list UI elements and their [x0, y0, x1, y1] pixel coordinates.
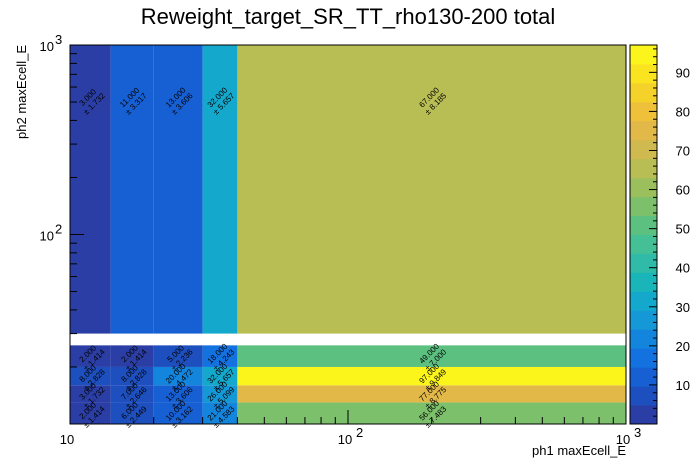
palette-tick-label: 90 [676, 65, 690, 80]
palette-swatch [630, 367, 657, 387]
palette-swatch [630, 215, 657, 235]
heatmap-cell [153, 385, 203, 403]
palette-tick-label: 80 [676, 104, 690, 119]
palette-tick-label: 40 [676, 261, 690, 276]
palette-tick-label: 70 [676, 143, 690, 158]
heatmap-cell [153, 402, 203, 424]
palette-tick-label: 30 [676, 300, 690, 315]
heatmap-cell [110, 45, 154, 334]
y-tick-exponent: 2 [55, 222, 62, 237]
heatmap-cell [202, 366, 238, 386]
palette-swatch [630, 45, 657, 65]
heatmap-cell [202, 345, 238, 367]
x-tick-exponent: 2 [356, 425, 363, 440]
heatmap-cell [110, 366, 154, 386]
palette-swatch [630, 348, 657, 368]
palette-swatch [630, 101, 657, 122]
y-axis-label: ph2 maxEcell_E [14, 45, 29, 139]
color-palette: 10 20 30 40 50 60 70 80 90 [629, 44, 690, 425]
heatmap-cell [237, 402, 626, 424]
palette-swatch [630, 405, 657, 425]
palette-tick-label: 10 [676, 378, 690, 393]
heatmap-cell [110, 385, 154, 403]
palette-swatch [630, 82, 657, 103]
heatmap-cell [237, 345, 626, 367]
heatmap-cell [237, 385, 626, 403]
heatmap-cell [70, 385, 111, 403]
x-axis-label: ph1 maxEcell_E [532, 443, 626, 458]
heatmap-cell [153, 45, 203, 334]
palette-swatch [630, 63, 657, 84]
heatmap-cells [70, 45, 626, 424]
palette-swatch [630, 234, 657, 254]
x-tick-label: 10 [338, 432, 352, 447]
heatmap-cell [153, 345, 203, 367]
palette-tick-label: 20 [676, 339, 690, 354]
heatmap-cell [202, 402, 238, 424]
heatmap-cell [70, 45, 111, 334]
palette-tick-label: 50 [676, 222, 690, 237]
heatmap-cell [110, 345, 154, 367]
y-tick-exponent: 3 [55, 32, 62, 47]
heatmap-cell [70, 402, 111, 424]
x-tick-label: 10 [60, 432, 74, 447]
palette-swatch [630, 291, 657, 311]
palette-swatch [630, 139, 657, 160]
x-tick-label: 10 [616, 432, 630, 447]
x-axis-ticks: 10 10 2 10 3 [60, 410, 641, 447]
heatmap-cell [202, 385, 238, 403]
y-tick-label: 10 [40, 39, 54, 54]
y-tick-label: 10 [40, 229, 54, 244]
palette-swatch [630, 329, 657, 349]
heatmap-cell [237, 45, 626, 334]
palette-swatch [630, 386, 657, 406]
palette-swatch [630, 196, 657, 217]
palette-swatch [630, 253, 657, 273]
palette-tick-label: 60 [676, 183, 690, 198]
heatmap-cell [70, 366, 111, 386]
palette-swatch [630, 310, 657, 330]
chart-title: Reweight_target_SR_TT_rho130-200 total [141, 4, 556, 29]
palette-swatch [630, 177, 657, 198]
palette-swatch [630, 120, 657, 141]
heatmap-cell [153, 366, 203, 386]
x-tick-exponent: 3 [634, 425, 641, 440]
heatmap-cell [110, 402, 154, 424]
heatmap-cell [202, 45, 238, 334]
palette-frame [629, 44, 658, 425]
heatmap-cell [70, 345, 111, 367]
heatmap-cell [237, 366, 626, 386]
palette-swatch [630, 158, 657, 179]
palette-swatch [630, 272, 657, 292]
